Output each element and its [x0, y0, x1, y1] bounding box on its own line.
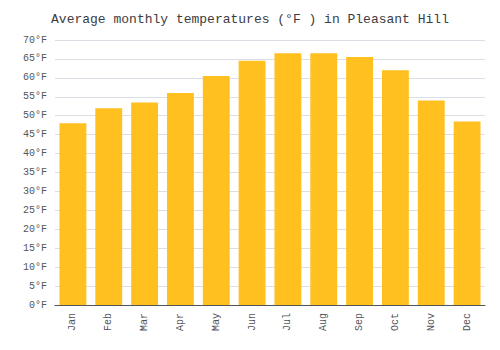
svg-text:Nov: Nov	[426, 313, 437, 331]
svg-text:Dec: Dec	[462, 313, 473, 331]
svg-text:70°F: 70°F	[23, 35, 47, 46]
svg-text:Jan: Jan	[67, 313, 78, 331]
svg-text:Jun: Jun	[247, 313, 258, 331]
svg-text:Aug: Aug	[318, 313, 329, 331]
svg-text:10°F: 10°F	[23, 262, 47, 273]
svg-text:Oct: Oct	[390, 313, 401, 331]
svg-text:5°F: 5°F	[29, 281, 47, 292]
svg-text:15°F: 15°F	[23, 243, 47, 254]
svg-text:25°F: 25°F	[23, 205, 47, 216]
svg-text:30°F: 30°F	[23, 186, 47, 197]
svg-text:Apr: Apr	[175, 313, 186, 331]
svg-text:40°F: 40°F	[23, 148, 47, 159]
svg-text:50°F: 50°F	[23, 110, 47, 121]
svg-text:Average monthly temperatures (: Average monthly temperatures (°F ) in Pl…	[51, 12, 449, 27]
svg-text:20°F: 20°F	[23, 224, 47, 235]
svg-text:Feb: Feb	[103, 313, 114, 331]
svg-text:Mar: Mar	[139, 313, 150, 331]
svg-text:65°F: 65°F	[23, 53, 47, 64]
svg-text:0°F: 0°F	[29, 300, 47, 311]
svg-text:Sep: Sep	[354, 313, 365, 331]
svg-text:Jul: Jul	[282, 313, 293, 331]
svg-text:60°F: 60°F	[23, 72, 47, 83]
svg-text:35°F: 35°F	[23, 167, 47, 178]
svg-text:55°F: 55°F	[23, 91, 47, 102]
svg-text:45°F: 45°F	[23, 129, 47, 140]
svg-text:May: May	[211, 313, 222, 331]
